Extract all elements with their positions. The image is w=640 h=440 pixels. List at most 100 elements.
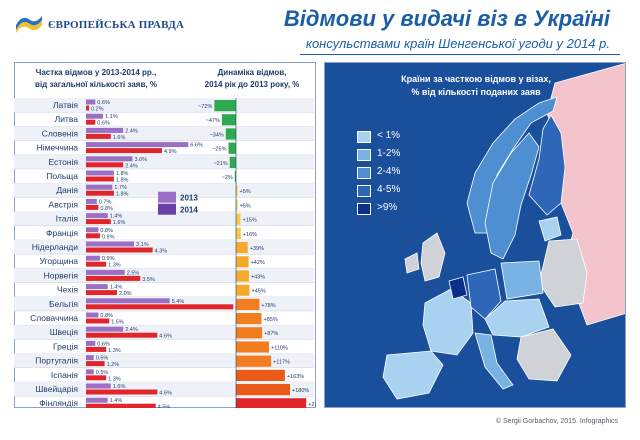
dynamics-label: +39% [250, 246, 264, 252]
bar-2014 [86, 219, 111, 225]
value-label-2014: 0.2% [91, 107, 104, 113]
bar-2013 [86, 326, 124, 332]
value-label-2014: 0.6% [97, 121, 110, 127]
dynamics-bar [236, 270, 249, 282]
bar-2013 [86, 269, 125, 275]
legend-swatch [357, 167, 371, 179]
dynamics-label: ~2% [222, 175, 233, 181]
value-label-2013: 1.7% [114, 185, 127, 191]
dynamics-label: +45% [252, 289, 266, 295]
ireland-region [404, 252, 420, 274]
country-label: Австрія [49, 199, 79, 209]
baltics-region [538, 216, 562, 242]
value-label-2013: 0.8% [100, 313, 113, 319]
iberia-region [382, 350, 444, 400]
bar-2014 [86, 361, 105, 367]
dynamics-label: +110% [271, 345, 288, 351]
dynamics-label: +78% [261, 303, 275, 309]
value-label-2014: 2.0% [119, 291, 132, 297]
dynamics-bar [236, 369, 285, 381]
germany-region [466, 268, 502, 320]
bar-2014 [86, 389, 158, 395]
value-label-2013: 0.8% [100, 228, 113, 234]
bar-2014 [86, 162, 124, 168]
country-label: Словаччина [30, 313, 78, 323]
dynamics-bar [236, 298, 260, 310]
legend-label: 2-4% [377, 166, 401, 177]
bar-2013 [86, 383, 111, 389]
bar-2013 [86, 355, 94, 361]
value-label-2013: 1.4% [110, 214, 123, 220]
value-label-2013: 5.4% [172, 299, 185, 305]
value-label-2014: 4.6% [159, 334, 172, 340]
country-label: Португалія [35, 356, 78, 366]
country-label: Бельгія [49, 299, 78, 309]
benelux-region [448, 276, 468, 300]
legend-swatch [357, 203, 371, 215]
dynamics-label: ~25% [212, 147, 226, 153]
value-label-2014: 1.8% [116, 192, 129, 198]
bar-2014 [86, 148, 162, 154]
country-label: Греція [53, 341, 78, 351]
dynamics-bar [228, 142, 236, 154]
map-legend-item: 4-5% [357, 183, 447, 201]
dynamics-label: +16% [243, 232, 257, 238]
value-label-2013: 3.1% [136, 242, 149, 248]
page-title: Відмови у видачі віз в Україні [283, 6, 610, 31]
value-label-2014: 1.2% [107, 362, 120, 368]
logo: ЄВРОПЕЙСЬКА ПРАВДА [14, 14, 184, 36]
dynamics-bar [236, 213, 241, 225]
title-rule [300, 54, 620, 55]
dynamics-bar [229, 156, 236, 168]
dynamics-label: ~47% [206, 118, 220, 124]
logo-flag-icon [16, 16, 42, 33]
dynamics-bar [234, 171, 236, 183]
dynamics-bar [236, 284, 250, 296]
bar-2013 [86, 156, 133, 162]
bar-2014 [86, 290, 117, 296]
value-label-2013: 0.6% [97, 100, 110, 106]
dynamics-label: +43% [251, 274, 265, 280]
bar-2013 [86, 113, 104, 119]
bar-2013 [86, 227, 99, 233]
value-label-2013: 0.9% [102, 256, 115, 262]
bar-2013 [86, 184, 113, 190]
dynamics-heading-line1: Динаміка відмов, [217, 68, 287, 77]
dynamics-label: +5% [240, 189, 251, 195]
country-label: Німеччина [37, 143, 79, 153]
value-label-2014: 4.9% [164, 149, 177, 155]
value-label-2014: 0.9% [102, 234, 115, 240]
map-legend: < 1% 1-2% 2-4% 4-5% >9% [357, 129, 447, 219]
value-label-2013: 0.5% [96, 356, 109, 362]
value-label-2014: 2.4% [125, 163, 138, 169]
value-label-2014: 4.6% [159, 391, 172, 397]
dynamics-bar [236, 341, 269, 353]
value-label-2013: 2.4% [125, 128, 138, 134]
map-legend-item: 2-4% [357, 165, 447, 183]
bar-2014 [86, 190, 114, 196]
map-legend-item: < 1% [357, 129, 447, 147]
dynamics-bar [214, 100, 236, 112]
country-label: Латвія [53, 100, 78, 110]
legend-swatch-2013 [158, 191, 176, 203]
bar-2013 [86, 298, 170, 304]
bar-2014 [86, 261, 107, 267]
value-label-2013: 1.6% [113, 384, 126, 390]
map-panel: Країни за часткою відмов у візах, % від … [324, 62, 626, 408]
country-label: Чехія [57, 285, 78, 295]
bar-2013 [86, 312, 99, 318]
legend-label-2013: 2013 [180, 194, 198, 203]
dynamics-bar [236, 384, 290, 396]
value-label-2013: 6.6% [190, 143, 203, 149]
dynamics-bar [236, 398, 307, 408]
value-label-2013: 2.4% [125, 327, 138, 333]
dynamics-bar [221, 114, 236, 126]
dynamics-label: +180% [292, 388, 309, 394]
country-label: Іспанія [51, 370, 79, 380]
country-label: Польща [46, 171, 78, 181]
value-label-2014: 4.5% [158, 405, 171, 408]
bar-2013 [86, 99, 96, 105]
bar-2013 [86, 340, 96, 346]
bar-2013 [86, 369, 94, 375]
dynamics-label: +85% [264, 317, 278, 323]
